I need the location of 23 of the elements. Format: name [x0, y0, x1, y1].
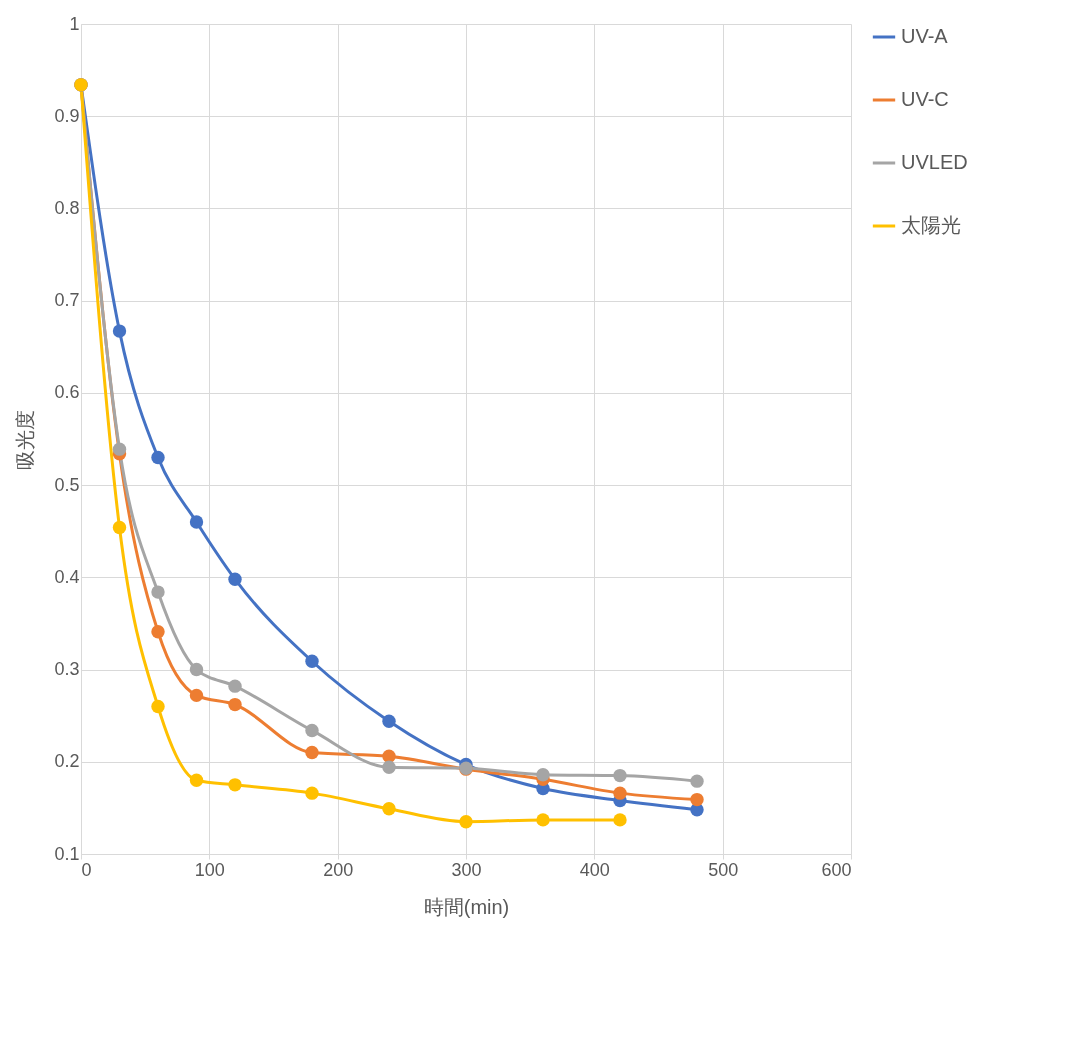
- y-tick-label: 0.3: [54, 659, 80, 680]
- x-tick-label: 200: [323, 859, 354, 880]
- x-tick-label: 500: [708, 859, 739, 880]
- x-tick-label: 100: [194, 859, 225, 880]
- x-tick-label: 400: [579, 859, 610, 880]
- y-tick-label: 0.8: [54, 197, 80, 218]
- x-tick-label: 0: [81, 859, 92, 880]
- y-tick-label: 0.6: [54, 382, 80, 403]
- legend-label: UV-C: [901, 88, 949, 110]
- y-tick-label: 0.5: [54, 474, 80, 495]
- legend-label: UV-A: [901, 25, 949, 47]
- y-tick-label: 0.7: [54, 290, 80, 311]
- y-tick-label: 0.4: [54, 566, 80, 587]
- x-tick-label: 300: [451, 859, 482, 880]
- y-axis-title: 吸光度: [14, 409, 37, 470]
- x-tick-label: 600: [821, 859, 852, 880]
- y-tick-label: 1: [69, 13, 80, 34]
- y-tick-label: 0.1: [54, 843, 80, 864]
- y-tick-label: 0.2: [54, 751, 80, 772]
- legend-label: UVLED: [901, 151, 968, 173]
- legend-label: 太陽光: [901, 214, 961, 236]
- x-axis-title: 時間(min): [423, 895, 510, 918]
- y-tick-label: 0.9: [54, 105, 80, 126]
